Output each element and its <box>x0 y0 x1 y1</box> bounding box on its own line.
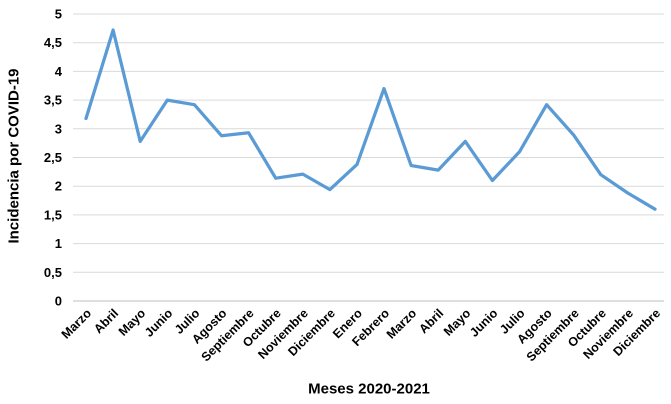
series-line <box>84 28 657 211</box>
x-category-label: Abril <box>416 306 446 336</box>
x-category-label: Mayo <box>116 306 149 339</box>
y-tick-label: 4 <box>55 64 63 79</box>
y-tick-label: 0,5 <box>44 265 62 280</box>
y-tick-label: 2 <box>55 179 62 194</box>
x-category-label: Mayo <box>441 306 474 339</box>
x-category-label: Marzo <box>384 306 420 342</box>
x-category-label: Marzo <box>59 306 95 342</box>
y-tick-label: 2,5 <box>44 150 62 165</box>
x-axis-title: Meses 2020-2021 <box>308 380 430 398</box>
y-tick-label: 1 <box>55 236 62 251</box>
y-tick-label: 3 <box>55 121 62 136</box>
x-category-label: Junio <box>467 306 501 340</box>
x-category-label: Junio <box>142 306 176 340</box>
y-tick-label: 3,5 <box>44 93 62 108</box>
x-category-label: Abril <box>91 306 121 336</box>
y-tick-label: 5 <box>55 7 62 22</box>
y-tick-label: 1,5 <box>44 207 62 222</box>
y-tick-label: 4,5 <box>44 35 62 50</box>
y-tick-label: 0 <box>55 294 62 309</box>
